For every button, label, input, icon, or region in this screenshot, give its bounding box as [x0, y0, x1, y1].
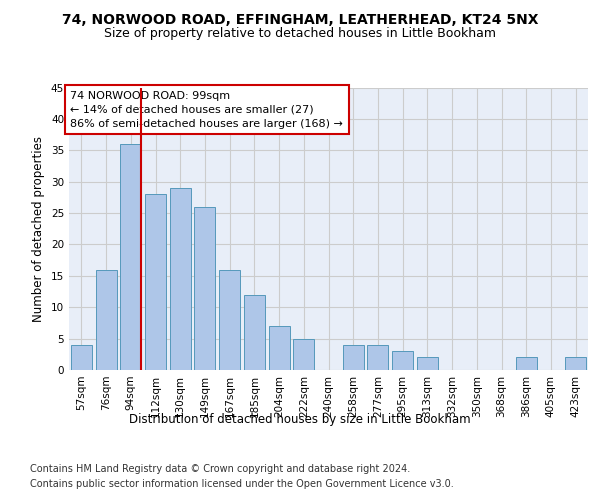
- Text: Contains HM Land Registry data © Crown copyright and database right 2024.: Contains HM Land Registry data © Crown c…: [30, 464, 410, 474]
- Bar: [194, 207, 215, 370]
- Bar: [392, 351, 413, 370]
- Bar: [71, 345, 92, 370]
- Bar: [219, 270, 240, 370]
- Bar: [516, 358, 537, 370]
- Bar: [293, 338, 314, 370]
- Bar: [120, 144, 141, 370]
- Bar: [565, 358, 586, 370]
- Y-axis label: Number of detached properties: Number of detached properties: [32, 136, 46, 322]
- Text: Size of property relative to detached houses in Little Bookham: Size of property relative to detached ho…: [104, 28, 496, 40]
- Bar: [170, 188, 191, 370]
- Text: Contains public sector information licensed under the Open Government Licence v3: Contains public sector information licen…: [30, 479, 454, 489]
- Bar: [417, 358, 438, 370]
- Bar: [269, 326, 290, 370]
- Bar: [343, 345, 364, 370]
- Text: 74, NORWOOD ROAD, EFFINGHAM, LEATHERHEAD, KT24 5NX: 74, NORWOOD ROAD, EFFINGHAM, LEATHERHEAD…: [62, 12, 538, 26]
- Bar: [367, 345, 388, 370]
- Bar: [244, 294, 265, 370]
- Text: Distribution of detached houses by size in Little Bookham: Distribution of detached houses by size …: [129, 412, 471, 426]
- Text: 74 NORWOOD ROAD: 99sqm
← 14% of detached houses are smaller (27)
86% of semi-det: 74 NORWOOD ROAD: 99sqm ← 14% of detached…: [70, 90, 343, 128]
- Bar: [145, 194, 166, 370]
- Bar: [95, 270, 116, 370]
